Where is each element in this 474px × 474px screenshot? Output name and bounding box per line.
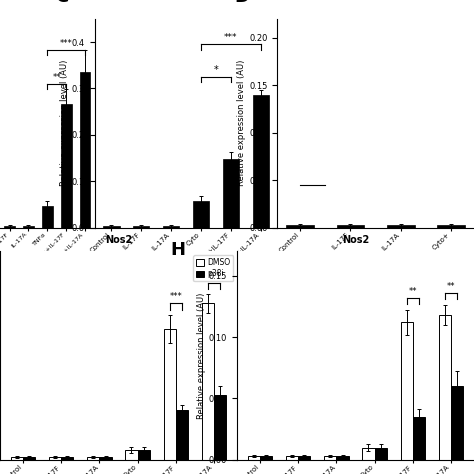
Text: ***: *** bbox=[60, 39, 73, 48]
Bar bbox=[176, 410, 188, 460]
Bar bbox=[193, 201, 209, 228]
Bar bbox=[61, 457, 73, 460]
Bar bbox=[11, 457, 23, 460]
Bar bbox=[49, 457, 61, 460]
Y-axis label: Relative expression level (AU): Relative expression level (AU) bbox=[60, 60, 69, 186]
Bar bbox=[374, 447, 387, 460]
Text: ***: *** bbox=[208, 272, 220, 281]
Y-axis label: Relative expression level (AU): Relative expression level (AU) bbox=[237, 60, 246, 186]
Bar bbox=[103, 226, 119, 228]
Bar bbox=[214, 395, 226, 460]
Bar bbox=[439, 315, 451, 460]
Text: *: * bbox=[214, 65, 219, 75]
Y-axis label: Relative expression level (AU): Relative expression level (AU) bbox=[197, 292, 206, 419]
Bar bbox=[387, 225, 415, 228]
Bar bbox=[137, 450, 150, 460]
Text: **: ** bbox=[447, 282, 455, 291]
Bar bbox=[4, 226, 15, 228]
Bar bbox=[286, 225, 314, 228]
Bar bbox=[298, 456, 310, 460]
Bar bbox=[401, 322, 413, 460]
Text: ***: *** bbox=[224, 33, 237, 42]
Bar bbox=[451, 386, 463, 460]
Text: ***: *** bbox=[169, 292, 182, 301]
Bar bbox=[133, 226, 149, 228]
Legend: DMSO, p38i: DMSO, p38i bbox=[193, 255, 233, 282]
Bar bbox=[100, 457, 111, 460]
Bar bbox=[61, 104, 72, 228]
Bar bbox=[413, 417, 425, 460]
Bar bbox=[223, 159, 239, 228]
Bar bbox=[23, 457, 35, 460]
Text: H: H bbox=[171, 241, 186, 259]
Bar bbox=[363, 447, 374, 460]
Text: **: ** bbox=[53, 73, 61, 82]
Bar bbox=[164, 329, 176, 460]
Bar bbox=[163, 226, 179, 228]
Bar bbox=[324, 456, 337, 460]
Title: Nos2: Nos2 bbox=[342, 235, 369, 245]
Bar bbox=[23, 226, 34, 228]
Bar bbox=[260, 456, 272, 460]
Bar bbox=[438, 225, 465, 228]
Text: D: D bbox=[234, 0, 249, 6]
Bar bbox=[248, 456, 260, 460]
Bar bbox=[337, 225, 365, 228]
Title: Nos2: Nos2 bbox=[105, 235, 132, 245]
Bar bbox=[253, 95, 269, 228]
Text: **: ** bbox=[409, 287, 417, 296]
Bar bbox=[126, 450, 137, 460]
Bar bbox=[286, 456, 298, 460]
Bar bbox=[80, 73, 91, 228]
Bar bbox=[202, 303, 214, 460]
Bar bbox=[337, 456, 348, 460]
Bar bbox=[42, 206, 53, 228]
Text: C: C bbox=[55, 0, 68, 6]
Bar bbox=[87, 457, 100, 460]
